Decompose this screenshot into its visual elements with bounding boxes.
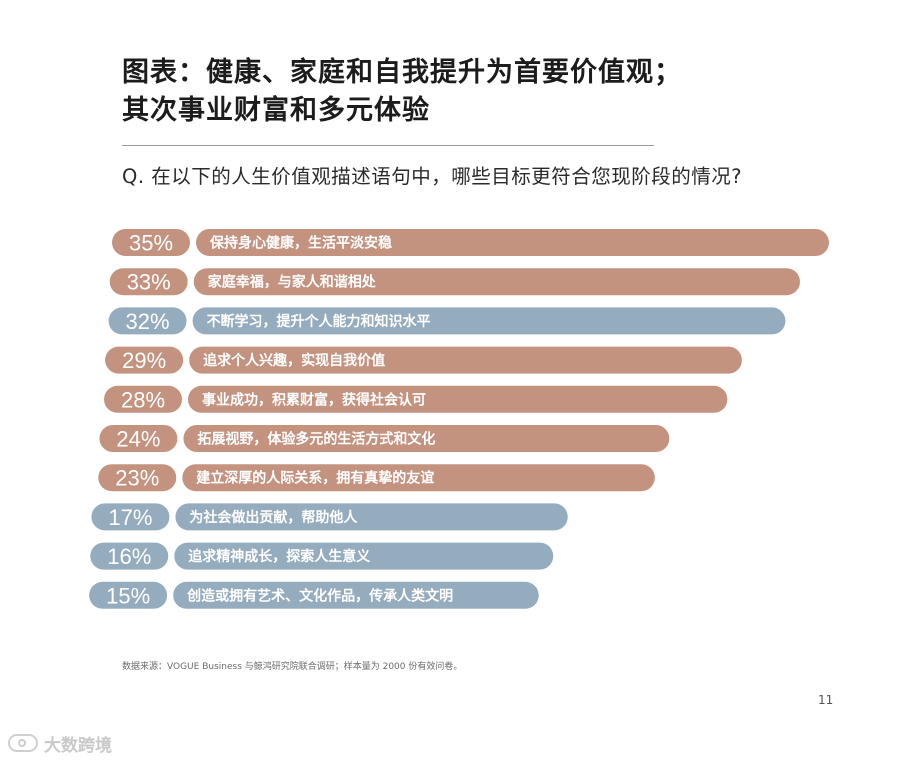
value-label: 29% [122, 348, 166, 373]
watermark-logo-icon [8, 734, 38, 752]
category-label: 家庭幸福，与家人和谐相处 [208, 274, 377, 291]
bar-row: 15% 创造或拥有艺术、文化作品，传承人类文明 [89, 581, 539, 609]
bar-row: 28% 事业成功，积累财富，获得社会认可 [104, 385, 728, 413]
value-label: 24% [116, 427, 160, 452]
bar [174, 542, 554, 570]
category-label: 建立深厚的人际关系，拥有真挚的友谊 [196, 470, 434, 487]
value-label: 23% [115, 466, 159, 491]
source-note: 数据来源：VOGUE Business 与鲸鸿研究院联合调研；样本量为 2000… [122, 662, 463, 672]
category-label: 追求个人兴趣，实现自我价值 [203, 352, 385, 369]
bar [183, 425, 670, 452]
value-label: 28% [121, 387, 165, 412]
bar [173, 581, 539, 609]
bar [188, 385, 728, 413]
value-label: 15% [106, 583, 150, 608]
value-pill [108, 307, 187, 335]
value-pill [89, 581, 168, 609]
chart-title: 图表：健康、家庭和自我提升为首要价值观； 其次事业财富和多元体验 [122, 54, 822, 130]
pill-separator [167, 581, 174, 609]
bar-row: 23% 建立深厚的人际关系，拥有真挚的友谊 [98, 464, 655, 492]
category-label: 为社会做出贡献，帮助他人 [189, 509, 358, 526]
value-label: 16% [107, 544, 151, 569]
bar-row: 16% 追求精神成长，探索人生意义 [90, 542, 554, 570]
pill-separator [190, 229, 196, 256]
value-label: 35% [129, 231, 173, 256]
value-label: 33% [127, 270, 171, 295]
category-label: 事业成功，积累财富，获得社会认可 [202, 391, 426, 408]
page-number: 11 [818, 693, 834, 707]
pill-separator [168, 542, 175, 570]
bar [189, 346, 742, 374]
bar [182, 464, 655, 492]
bar [196, 229, 829, 256]
value-pill [91, 503, 170, 531]
pill-separator [183, 346, 190, 374]
bar-row: 32% 不断学习，提升个人能力和知识水平 [108, 307, 786, 335]
title-line-1: 图表：健康、家庭和自我提升为首要价值观； [122, 57, 682, 88]
pill-separator [182, 385, 188, 413]
title-line-2: 其次事业财富和多元体验 [122, 95, 430, 126]
category-label: 拓展视野，体验多元的生活方式和文化 [197, 431, 435, 448]
pill-separator [177, 425, 184, 452]
bar-row: 33% 家庭幸福，与家人和谐相处 [109, 268, 800, 296]
survey-question: Q. 在以下的人生价值观描述语句中，哪些目标更符合您现阶段的情况? [122, 165, 743, 188]
value-label: 32% [126, 309, 170, 334]
value-pill [109, 268, 188, 296]
value-label: 17% [108, 505, 152, 530]
category-label: 保持身心健康，生活平淡安稳 [209, 235, 392, 252]
bar-row: 29% 追求个人兴趣，实现自我价值 [105, 346, 742, 374]
value-pill [99, 425, 178, 452]
value-pill [112, 229, 190, 256]
bar-row: 35% 保持身心健康，生活平淡安稳 [112, 229, 829, 256]
watermark-text: 大数跨境 [44, 735, 112, 756]
category-label: 不断学习，提升个人能力和知识水平 [207, 313, 431, 330]
bar-row: 17% 为社会做出贡献，帮助他人 [91, 503, 568, 531]
category-label: 追求精神成长，探索人生意义 [188, 548, 370, 565]
pill-separator [169, 503, 176, 531]
bar [193, 268, 800, 296]
bar-chart: 35% 保持身心健康，生活平淡安稳 33% 家庭幸福，与家人和谐相处 32% 不断学习，提… [89, 229, 829, 609]
watermark: 大数跨境 [8, 731, 112, 756]
bar [192, 307, 786, 335]
pill-separator [186, 307, 193, 335]
bar [175, 503, 568, 531]
value-pill [104, 385, 182, 413]
value-pill [98, 464, 177, 492]
title-divider [122, 145, 654, 146]
category-label: 创造或拥有艺术、文化作品，传承人类文明 [186, 587, 453, 604]
value-pill [90, 542, 169, 570]
value-pill [105, 346, 184, 374]
pill-separator [187, 268, 194, 296]
pill-separator [176, 464, 183, 492]
bar-row: 24% 拓展视野，体验多元的生活方式和文化 [99, 425, 670, 452]
